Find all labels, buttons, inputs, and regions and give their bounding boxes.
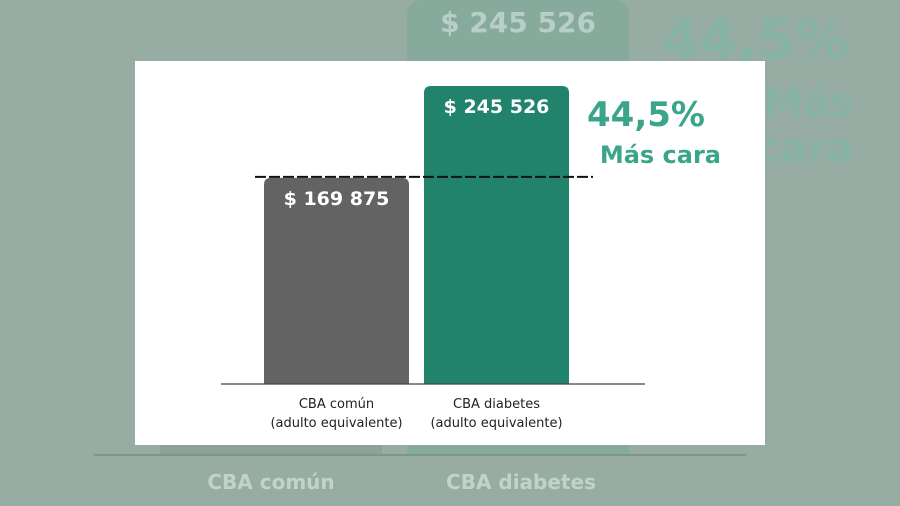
category-label-0-0: CBA común xyxy=(299,397,374,412)
background-category-comun: CBA común xyxy=(207,470,335,494)
value-label-1: $ 245 526 xyxy=(444,96,550,118)
chart-card: $ 169 875 CBA común (adulto equivalente) $ … xyxy=(135,61,765,445)
background-axis xyxy=(94,454,746,456)
background-mas-cara: Más cara xyxy=(756,80,854,172)
background-value-diabetes: $ 245 526 xyxy=(440,6,596,39)
bar-1 xyxy=(424,86,569,384)
mas-cara-label: Más cara xyxy=(599,141,721,169)
category-label-1-1: (adulto equivalente) xyxy=(430,416,562,431)
background-percent: 44,5% xyxy=(662,8,850,71)
percent-difference-label: 44,5% xyxy=(587,95,705,135)
category-label-1-0: CBA diabetes xyxy=(453,397,540,412)
bar-0 xyxy=(264,177,409,384)
background-category-diabetes: CBA diabetes xyxy=(446,470,596,494)
bar-chart: $ 169 875 CBA común (adulto equivalente) $ … xyxy=(221,86,645,431)
value-label-0: $ 169 875 xyxy=(284,188,390,210)
category-label-0-1: (adulto equivalente) xyxy=(270,416,402,431)
